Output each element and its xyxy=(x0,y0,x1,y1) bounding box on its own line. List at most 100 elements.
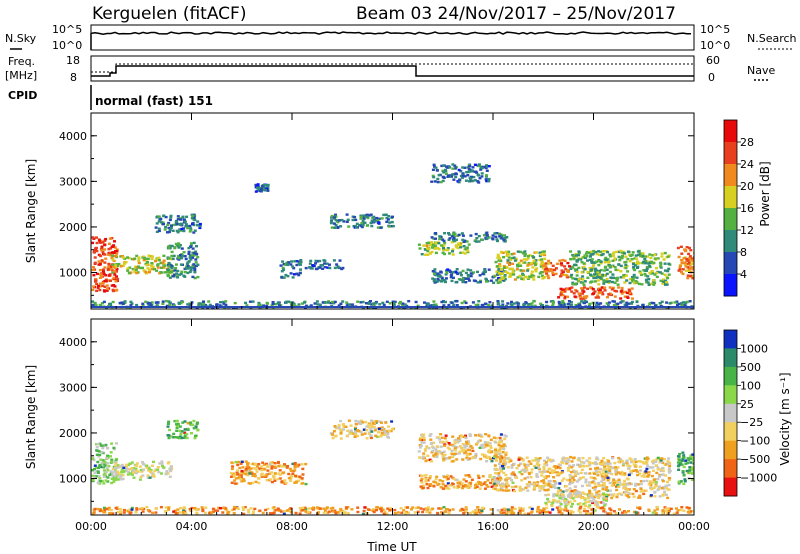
cell-p1-2-44 xyxy=(189,258,193,261)
cell-p2-3-53 xyxy=(231,465,235,468)
cell-p2-11-18 xyxy=(179,506,183,510)
cell-p2-10-26 xyxy=(676,455,680,458)
cell-p1-11-92 xyxy=(464,277,468,280)
cell-p2-5-174 xyxy=(462,435,466,439)
cell-p1-11-81 xyxy=(433,278,436,281)
cell-p1-3-39 xyxy=(175,222,179,225)
cell-p1-1-92 xyxy=(160,266,163,269)
cell-p1-1-8 xyxy=(141,266,145,270)
cell-p1-17-167 xyxy=(167,300,171,303)
cell-p1-14-36 xyxy=(631,297,634,300)
cell-p1-17-256 xyxy=(569,300,573,304)
cell-p2-8-514 xyxy=(654,460,658,463)
cell-p2-8-424 xyxy=(608,466,612,470)
cell-p1-17-144 xyxy=(100,302,104,305)
cell-p2-11-455 xyxy=(323,509,327,512)
cell-p1-17-311 xyxy=(567,300,571,303)
cell-p2-8-360 xyxy=(570,465,574,469)
velocity-heatmap xyxy=(91,419,694,515)
cell-p1-15-274 xyxy=(577,250,581,253)
cell-p2-3-123 xyxy=(239,474,243,477)
cell-p2-3-141 xyxy=(265,479,269,482)
cell-p1-2-18 xyxy=(180,257,184,260)
cell-p1-14-40 xyxy=(577,292,581,295)
cell-p2-7-115 xyxy=(540,480,544,483)
cell-p2-8-352 xyxy=(588,491,592,494)
cell-p2-0-78 xyxy=(106,454,110,457)
cell-p1-10-37 xyxy=(451,173,454,176)
cell-p2-3-108 xyxy=(270,467,274,470)
cell-p2-5-18 xyxy=(470,446,474,450)
cell-p2-9-8 xyxy=(544,493,548,497)
cell-p1-15-94 xyxy=(580,261,584,264)
cell-p2-5-184 xyxy=(448,456,452,459)
cell-p2-10-60 xyxy=(688,471,692,475)
nave-label: Nave xyxy=(747,64,775,77)
cell-p2-8-225 xyxy=(633,465,637,468)
cell-p2-7-134 xyxy=(505,483,509,486)
cell-p2-8-185 xyxy=(636,473,640,477)
cell-p2-6-125 xyxy=(424,477,428,481)
cell-p2-8-474 xyxy=(625,459,629,462)
cell-p2-4-9 xyxy=(354,419,358,423)
cell-p1-14-74 xyxy=(557,296,561,299)
cell-p2-3-62 xyxy=(238,466,242,470)
cell-p1-3-64 xyxy=(182,227,186,230)
cell-p2-11-0 xyxy=(477,510,480,514)
cell-p2-8-311 xyxy=(606,459,610,462)
cell-p2-7-64 xyxy=(517,456,521,459)
cell-p1-3-82 xyxy=(179,218,183,221)
cell-p1-15-306 xyxy=(653,253,657,257)
cell-p1-14-35 xyxy=(628,290,632,293)
cell-p2-6-67 xyxy=(421,484,425,487)
cell-p2-10-27 xyxy=(692,462,694,465)
cell-p2-6-41 xyxy=(429,483,433,486)
cell-p1-3-87 xyxy=(170,224,173,227)
cell-p1-17-375 xyxy=(486,303,490,307)
cell-p2-8-345 xyxy=(629,472,633,475)
cell-p1-10-43 xyxy=(439,180,443,184)
cell-p2-0-101 xyxy=(106,462,110,465)
cell-p1-10-56 xyxy=(436,177,440,181)
cell-p2-9-43 xyxy=(605,495,609,498)
cell-p1-6-35 xyxy=(320,263,324,267)
cell-p1-3-12 xyxy=(167,221,171,225)
cell-p2-4-83 xyxy=(349,429,353,432)
cell-p2-11-423 xyxy=(182,506,186,509)
cell-p2-4-126 xyxy=(386,432,390,435)
cell-p1-15-335 xyxy=(589,281,593,284)
cell-p2-7-218 xyxy=(544,461,548,464)
cell-p2-0-62 xyxy=(94,466,98,469)
cell-p1-3-66 xyxy=(162,222,165,226)
cell-p2-11-202 xyxy=(103,509,107,512)
cell-p2-9-67 xyxy=(556,492,560,495)
cell-p2-1-46 xyxy=(153,469,157,473)
cell-p2-8-3 xyxy=(639,482,643,486)
cell-p2-8-313 xyxy=(588,472,592,475)
cell-p2-3-165 xyxy=(259,474,263,477)
cell-p1-3-75 xyxy=(157,215,161,218)
cell-p1-14-94 xyxy=(627,288,631,291)
cell-p2-9-91 xyxy=(587,500,591,503)
cell-p2-5-234 xyxy=(459,447,463,450)
cell-p2-11-434 xyxy=(460,507,464,511)
cell-p2-0-58 xyxy=(112,448,116,451)
cell-p1-7-6 xyxy=(361,219,365,223)
cell-p1-11-22 xyxy=(482,271,486,274)
cell-p2-4-95 xyxy=(354,423,358,426)
cell-p2-11-347 xyxy=(426,508,430,511)
cell-p2-8-146 xyxy=(602,481,606,485)
cell-p1-14-81 xyxy=(583,286,586,289)
cell-p2-5-105 xyxy=(438,441,442,444)
cell-p2-2-25 xyxy=(186,422,190,425)
cell-p2-11-81 xyxy=(428,511,432,514)
cell-p2-4-78 xyxy=(380,426,384,429)
cell-p1-12-119 xyxy=(521,273,525,277)
cell-p1-11-44 xyxy=(435,280,439,283)
cell-p1-17-312 xyxy=(614,302,618,306)
cell-p2-7-211 xyxy=(510,472,514,475)
cell-p1-17-366 xyxy=(161,302,165,305)
cell-p2-11-446 xyxy=(331,510,335,513)
cell-p2-11-337 xyxy=(638,507,642,510)
cell-p2-2-43 xyxy=(196,428,200,431)
